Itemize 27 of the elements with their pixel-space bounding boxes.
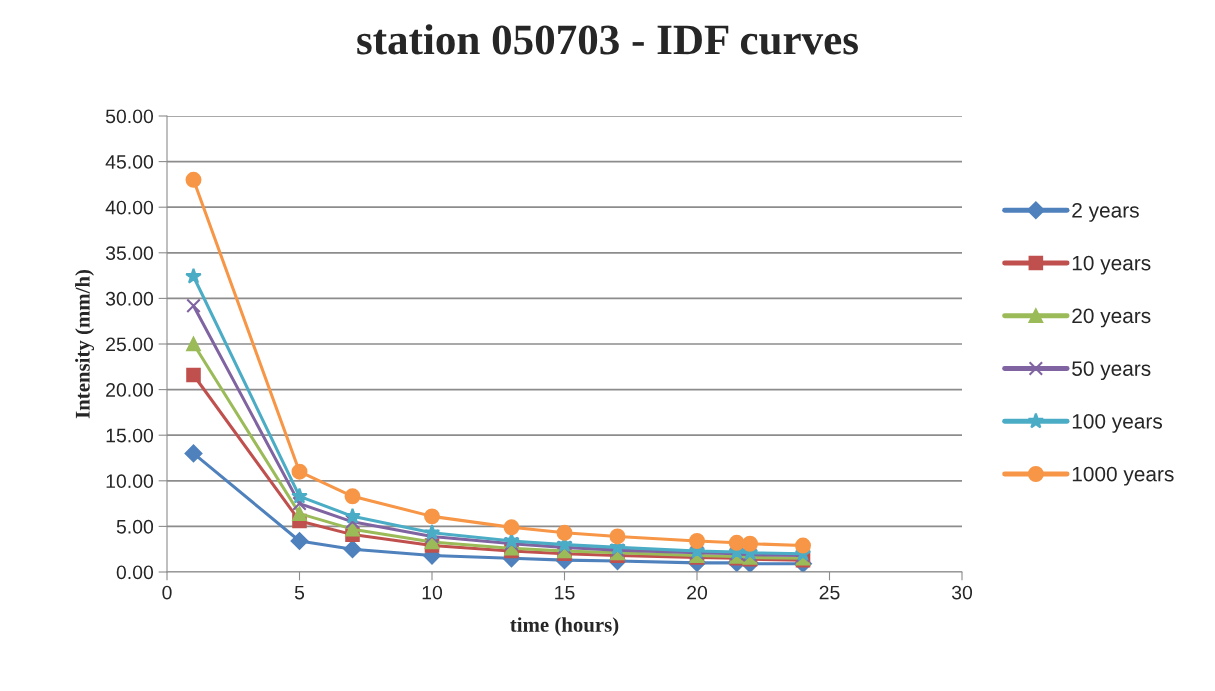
y-tick-label: 15.00 xyxy=(106,428,154,443)
y-tick-label: 20.00 xyxy=(106,383,154,397)
x-tick-label: 5 xyxy=(294,585,305,600)
y-tick-label: 30.00 xyxy=(105,291,154,306)
y-tick-label: 50.00 xyxy=(105,109,154,124)
x-tick-label: 15 xyxy=(555,585,575,600)
x-tick-label: 20 xyxy=(687,585,708,600)
legend-label: 2 years xyxy=(1072,202,1139,222)
legend-label: 1000 years xyxy=(1072,466,1174,486)
y-tick-label: 0.00 xyxy=(116,565,154,580)
chart-title: station 050703 - IDF curves xyxy=(357,24,858,55)
legend-label: 50 years xyxy=(1072,361,1151,381)
x-tick-label: 10 xyxy=(422,585,443,600)
y-tick-label: 40.00 xyxy=(105,200,154,215)
y-tick-label: 35.00 xyxy=(105,246,154,261)
legend-label: 10 years xyxy=(1072,255,1151,275)
x-axis-title: time (hours) xyxy=(510,617,619,637)
y-axis-title: Intensity (mm/h) xyxy=(75,269,95,419)
y-tick-label: 25.00 xyxy=(106,337,154,352)
x-tick-label: 25 xyxy=(819,585,840,600)
y-tick-label: 5.00 xyxy=(116,519,154,534)
x-tick-label: 30 xyxy=(951,585,973,600)
y-tick-label: 10.00 xyxy=(106,474,154,489)
legend-label: 20 years xyxy=(1072,308,1151,328)
legend-label: 100 years xyxy=(1072,413,1163,433)
x-tick-label: 0 xyxy=(162,585,172,600)
y-tick-label: 45.00 xyxy=(105,155,154,169)
